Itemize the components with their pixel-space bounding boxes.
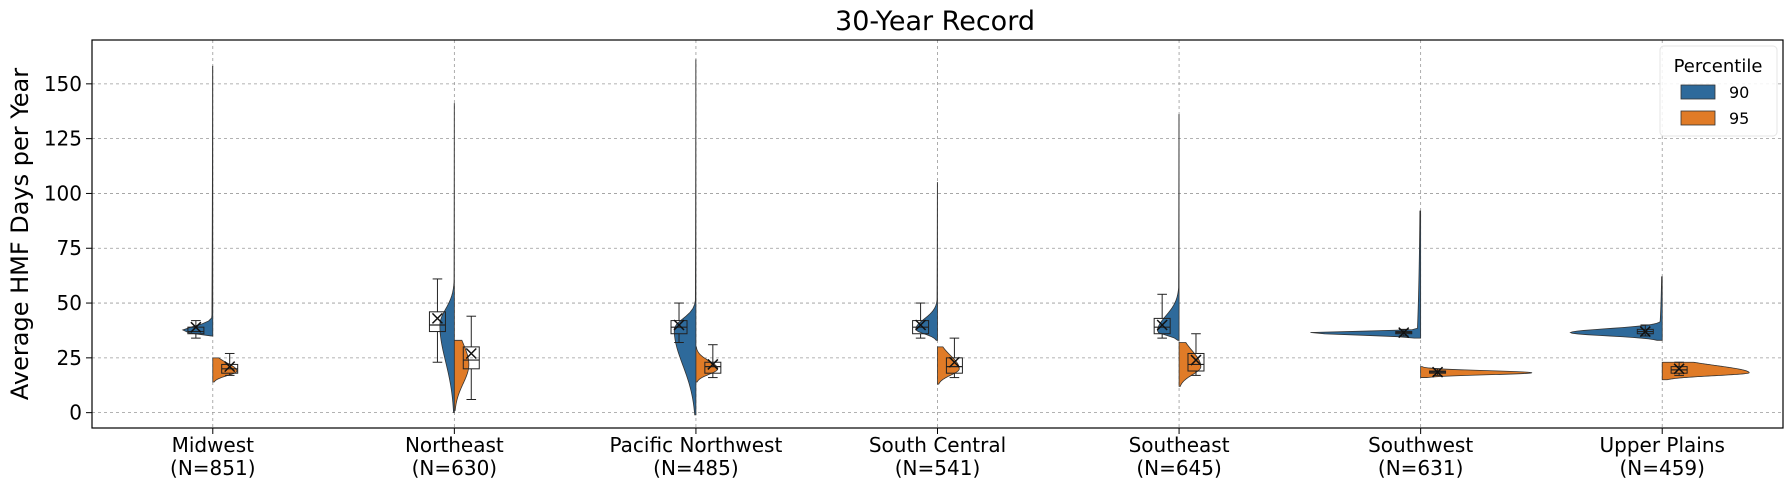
box-mean-marker (465, 347, 477, 359)
boxplot-95-midwest (221, 352, 239, 376)
box-mean-marker (1639, 326, 1651, 338)
boxplot-95-southwest (1429, 366, 1447, 378)
y-tick-label: 100 (44, 181, 82, 205)
boxplot-90-southwest (1395, 327, 1413, 339)
x-tick-label-region: Midwest (172, 433, 255, 457)
violin-95-southwest (1420, 366, 1533, 378)
box-iqr (428, 311, 446, 333)
x-tick-label-count: (N=645) (1136, 456, 1222, 480)
x-tick-label-count: (N=631) (1378, 456, 1464, 480)
legend-label-95: 95 (1729, 109, 1749, 128)
boxplot-95-upper-plains (1670, 361, 1688, 376)
box-iqr (704, 361, 722, 374)
box-mean-marker (1156, 319, 1168, 331)
x-tick-label-count: (N=630) (412, 456, 498, 480)
violin-95-northeast (453, 339, 470, 411)
y-tick-label: 150 (44, 72, 82, 96)
box-mean-marker (190, 321, 202, 333)
box-mean-marker (915, 319, 927, 331)
boxplot-90-pacific-northwest (670, 302, 688, 344)
box-mean-marker (673, 319, 685, 331)
legend-label-90: 90 (1729, 83, 1749, 102)
boxplot-95-pacific-northwest (704, 344, 722, 379)
boxplot-90-midwest (187, 320, 205, 339)
box-mean-marker (1673, 363, 1685, 375)
box-iqr (1187, 352, 1205, 372)
violin-90-southwest (1310, 210, 1422, 339)
box-mean-marker (224, 361, 236, 373)
box-plots (187, 278, 1688, 401)
legend-swatch-95 (1680, 110, 1716, 126)
violin-90-south-central (915, 182, 938, 341)
chart-title: 30-Year Record (835, 6, 1035, 37)
x-tick-label-region: Upper Plains (1599, 433, 1724, 457)
x-tick-label-count: (N=459) (1619, 456, 1705, 480)
y-tick-label: 75 (57, 236, 82, 260)
x-tick-label-count: (N=541) (895, 456, 981, 480)
boxplot-90-southeast (1153, 293, 1171, 339)
box-iqr (945, 357, 963, 374)
violin-90-pacific-northwest (673, 59, 697, 416)
x-tick-label-count: (N=485) (653, 456, 739, 480)
boxplot-90-upper-plains (1636, 324, 1654, 338)
y-tick-label: 125 (44, 127, 82, 151)
legend-swatch-90 (1680, 84, 1716, 100)
legend: Percentile 90 95 (1659, 45, 1778, 137)
boxplot-90-northeast (428, 278, 446, 363)
box-mean-marker (431, 312, 443, 324)
boxplot-95-southeast (1187, 333, 1205, 376)
legend-title: Percentile (1674, 56, 1763, 77)
axis-ticks: 0255075100125150Midwest(N=851)Northeast(… (44, 72, 1725, 480)
box-mean-marker (1432, 366, 1444, 378)
violin-90-northeast (439, 103, 455, 414)
y-tick-label: 0 (69, 401, 82, 425)
y-axis-title: Average HMF Days per Year (6, 68, 34, 400)
violin-95-south-central (937, 346, 960, 385)
boxplot-90-south-central (912, 302, 930, 339)
box-iqr (462, 346, 480, 370)
x-tick-label-region: South Central (869, 433, 1006, 457)
violin-90-upper-plains (1569, 276, 1663, 341)
x-tick-label-region: Southeast (1129, 433, 1230, 457)
violin-95-pacific-northwest (695, 346, 719, 383)
box-mean-marker (707, 358, 719, 370)
x-tick-label-count: (N=851) (170, 456, 256, 480)
boxplot-95-south-central (945, 337, 963, 379)
box-iqr (1153, 317, 1171, 335)
x-tick-label-region: Pacific Northwest (610, 433, 783, 457)
box-mean-marker (1190, 354, 1202, 366)
y-tick-label: 25 (57, 346, 82, 370)
violin-90-midwest (181, 65, 214, 337)
y-tick-label: 50 (57, 291, 82, 315)
x-tick-label-region: Southwest (1368, 433, 1473, 457)
x-tick-label-region: Northeast (405, 433, 504, 457)
boxplot-95-northeast (462, 315, 480, 401)
box-mean-marker (948, 356, 960, 368)
violin-95-midwest (212, 357, 238, 383)
box-mean-marker (1398, 327, 1410, 339)
violin-90-southeast (1156, 114, 1180, 341)
violins (181, 59, 1750, 416)
